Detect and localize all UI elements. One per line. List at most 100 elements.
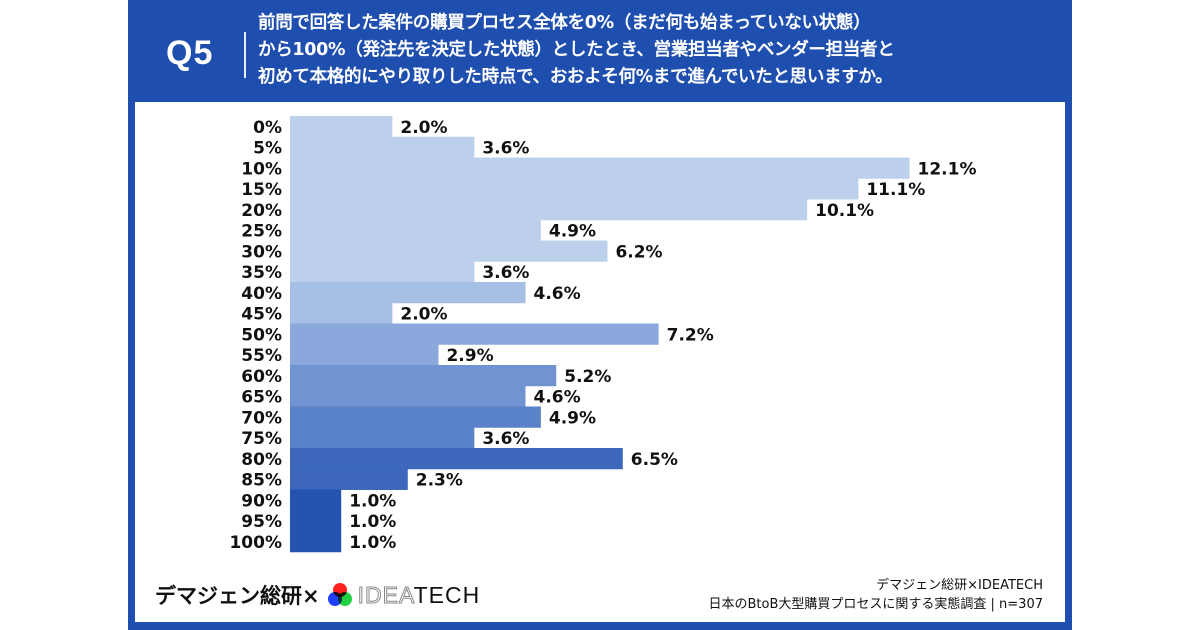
chart-panel: 2.0% 0% 3.6% 5% 12.1% 10% 11.1% 15% 10.1% 20% 4.9%… [135, 102, 1065, 622]
bar-45pct [290, 302, 393, 324]
bar-20pct [290, 199, 808, 221]
data-label: 2.3% [416, 471, 463, 491]
data-label-bg [343, 511, 396, 530]
bar-95pct [290, 510, 342, 532]
question-id: Q5 [166, 34, 214, 72]
data-label: 3.6% [482, 429, 529, 449]
bar-85pct [290, 468, 408, 490]
category-label: 80% [241, 450, 282, 470]
data-label: 2.9% [446, 346, 493, 366]
bar-10pct [290, 157, 910, 179]
category-label: 60% [241, 367, 282, 387]
category-label: 0% [253, 118, 282, 138]
data-label-bg [409, 469, 462, 489]
data-label: 1.0% [349, 491, 396, 511]
category-label: 50% [241, 325, 282, 345]
category-label: 55% [241, 346, 282, 366]
category-label: 75% [241, 429, 282, 449]
bar-40pct [290, 282, 526, 304]
data-label-bg [542, 220, 595, 240]
data-label-bg [809, 200, 873, 219]
ideatech-logo-icon [327, 583, 352, 607]
bar-5pct [290, 136, 475, 158]
bar-25pct [290, 219, 541, 241]
category-label: 5% [253, 139, 282, 159]
brand-logos: デマジェン総研× IDEATECH [155, 580, 480, 610]
bar-75pct [290, 427, 475, 449]
bar-30pct [290, 240, 608, 262]
data-label-bg [624, 449, 677, 468]
data-label-bg [911, 158, 975, 178]
data-label-bg [860, 179, 924, 198]
data-label-bg [542, 407, 595, 427]
category-label: 25% [241, 222, 282, 242]
category-label: 95% [241, 512, 282, 532]
category-label: 100% [229, 533, 282, 553]
data-label: 6.2% [615, 242, 662, 262]
category-label: 45% [241, 305, 282, 325]
data-label: 2.0% [400, 305, 447, 325]
bar-90pct [290, 489, 342, 511]
bar-100pct [290, 531, 342, 553]
category-label: 35% [241, 263, 282, 283]
data-label: 10.1% [815, 201, 874, 221]
data-label: 3.6% [482, 139, 529, 159]
data-label: 4.9% [549, 408, 596, 428]
data-label: 12.1% [918, 159, 977, 179]
source-line-2: 日本のBtoB大型購買プロセスに関する実態調査 | n=307 [708, 597, 1043, 612]
data-label: 4.6% [534, 388, 581, 408]
data-label-bg [527, 283, 580, 302]
data-label-bg [527, 386, 580, 406]
bar-55pct [290, 344, 439, 366]
category-label: 70% [241, 408, 282, 428]
data-label: 1.0% [349, 512, 396, 532]
data-label-bg [394, 303, 447, 323]
category-label: 30% [241, 242, 282, 262]
category-label: 15% [241, 180, 282, 200]
data-label-bg [343, 532, 396, 551]
category-label: 20% [241, 201, 282, 221]
data-label-bg [609, 241, 662, 261]
card-frame: Q5 前問で回答した案件の購買プロセス全体を0%（まだ何も始まっていない状態） … [128, 0, 1072, 630]
question-line: から100%（発注先を決定した状態）としたとき、営業担当者やベンダー担当者と [258, 40, 895, 60]
bar-80pct [290, 448, 623, 470]
data-label: 6.5% [631, 450, 678, 470]
bar-chart: 2.0% 0% 3.6% 5% 12.1% 10% 11.1% 15% 10.1% 20% 4.9%… [229, 116, 977, 553]
data-label: 7.2% [667, 325, 714, 345]
data-label: 1.0% [349, 533, 396, 553]
data-label: 4.6% [534, 284, 581, 304]
data-label-bg [558, 366, 611, 385]
source-line-1: デマジェン総研×IDEATECH [876, 578, 1043, 593]
bar-15pct [290, 178, 859, 200]
header-divider [244, 32, 246, 78]
question-line: 前問で回答した案件の購買プロセス全体を0%（まだ何も始まっていない状態） [258, 13, 871, 33]
data-label: 2.0% [400, 118, 447, 138]
data-label-bg [343, 490, 396, 510]
brand-ideatech: IDEATECH [357, 581, 481, 608]
data-label: 5.2% [564, 367, 611, 387]
category-label: 65% [241, 388, 282, 408]
data-label-bg [476, 137, 529, 157]
bar-65pct [290, 385, 526, 407]
bar-0pct [290, 116, 393, 138]
bar-60pct [290, 365, 557, 387]
category-label: 10% [241, 159, 282, 179]
bar-50pct [290, 323, 659, 345]
data-label: 3.6% [482, 263, 529, 283]
data-label: 11.1% [866, 180, 925, 200]
data-label-bg [476, 428, 529, 447]
brand-demagen: デマジェン総研× [155, 584, 320, 608]
data-label-bg [440, 345, 493, 364]
question-header: Q5 前問で回答した案件の購買プロセス全体を0%（まだ何も始まっていない状態） … [128, 0, 1072, 102]
category-label: 90% [241, 491, 282, 511]
data-label-bg [394, 117, 447, 136]
bar-35pct [290, 261, 475, 283]
source-note: デマジェン総研×IDEATECH 日本のBtoB大型購買プロセスに関する実態調査… [709, 576, 1043, 614]
category-label: 40% [241, 284, 282, 304]
data-label: 4.9% [549, 222, 596, 242]
question-line: 初めて本格的にやり取りした時点で、おおよそ何%まで進んでいたと思いますか。 [258, 67, 893, 87]
data-label-bg [476, 262, 529, 281]
data-label-bg [660, 324, 713, 344]
category-label: 85% [241, 471, 282, 491]
bar-70pct [290, 406, 541, 428]
